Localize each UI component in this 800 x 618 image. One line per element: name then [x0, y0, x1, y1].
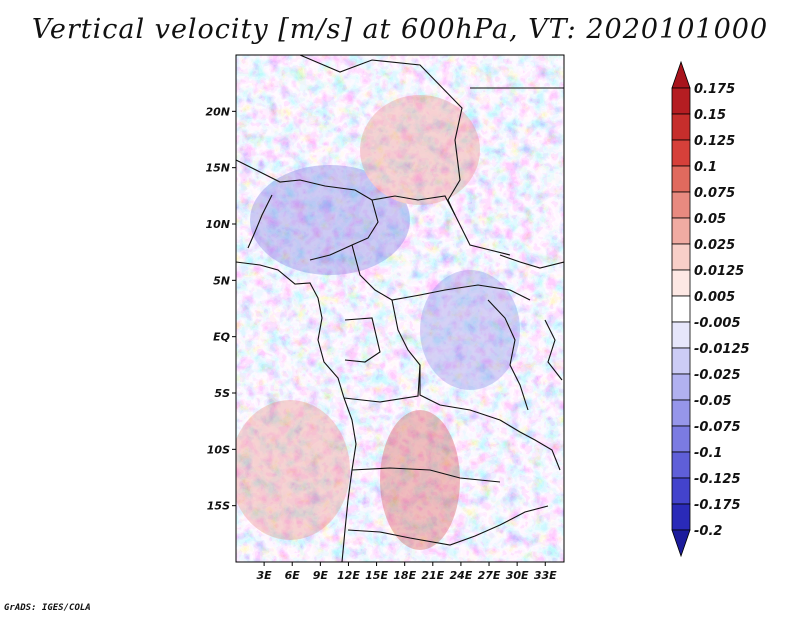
colorbar-box [671, 87, 691, 115]
colorbar-label: -0.05 [694, 394, 731, 409]
colorbar-label: 0.1 [694, 160, 717, 175]
lat-label: 15S [207, 500, 230, 513]
colorbar-top-arrow [671, 60, 691, 89]
colorbar-label: 0.125 [694, 134, 735, 149]
latitude-axis: 20N 15N 10N 5N EQ 5S 10S 15S [205, 105, 236, 513]
colorbar-label: 0.05 [694, 212, 726, 227]
colorbar-label: -0.125 [694, 472, 741, 487]
colorbar-box [671, 113, 691, 141]
lat-label: 10N [205, 218, 230, 231]
map-frame [235, 54, 565, 563]
lon-label: 15E [365, 569, 388, 582]
chart-title: Vertical velocity [m/s] at 600hPa, VT: 2… [31, 14, 769, 45]
lon-label: 6E [285, 569, 301, 582]
lon-label: 24E [450, 569, 473, 582]
colorbar-label: -0.0125 [694, 342, 750, 357]
colorbar-box [671, 451, 691, 479]
colorbar-box [671, 425, 691, 453]
lon-label: 30E [506, 569, 529, 582]
grads-credit: GrADS: IGES/COLA [4, 603, 91, 613]
lon-label: 18E [393, 569, 416, 582]
colorbar-label: -0.025 [694, 368, 741, 383]
colorbar-bottom-arrow [671, 529, 691, 558]
colorbar-label: -0.075 [694, 420, 741, 435]
coastlines-borders [236, 55, 564, 562]
colorbar-box [671, 399, 691, 427]
lat-label: 15N [205, 162, 230, 175]
colorbar-box [671, 191, 691, 219]
lon-label: 3E [257, 569, 273, 582]
colorbar-label: -0.1 [694, 446, 722, 461]
colorbar-box [671, 503, 691, 531]
lon-label: 21E [421, 569, 444, 582]
colorbar-label: 0.005 [694, 290, 735, 305]
colorbar-labels: 0.175 0.15 0.125 0.1 0.075 0.05 0.025 0.0125 0.0… [694, 82, 750, 539]
colorbar-boxes [671, 60, 691, 558]
lon-label: 9E [313, 569, 329, 582]
colorbar-label: 0.0125 [694, 264, 744, 279]
lat-label: 5S [214, 387, 230, 400]
colorbar-label: -0.175 [694, 498, 741, 513]
lat-label: 10S [207, 443, 230, 456]
colorbar-box [671, 243, 691, 271]
lat-label: 20N [205, 105, 230, 118]
colorbar-box [671, 295, 691, 323]
lat-label: EQ [213, 331, 230, 344]
colorbar-box [671, 321, 691, 349]
colorbar-label: 0.075 [694, 186, 735, 201]
colorbar-label: -0.005 [694, 316, 741, 331]
colorbar-box [671, 477, 691, 505]
lon-label: 33E [534, 569, 557, 582]
longitude-axis: 3E 6E 9E 12E 15E 18E 21E 24E 27E 30E 33E [257, 562, 557, 582]
colorbar-box [671, 373, 691, 401]
colorbar-box [671, 217, 691, 245]
colorbar-label: 0.15 [694, 108, 726, 123]
lon-label: 12E [337, 569, 360, 582]
colorbar-box [671, 139, 691, 167]
colorbar-label: -0.2 [694, 524, 722, 539]
lon-label: 27E [478, 569, 501, 582]
lat-label: 5N [213, 274, 230, 287]
colorbar-box [671, 165, 691, 193]
colorbar-box [671, 347, 691, 375]
vertical-velocity-field [236, 55, 564, 562]
colorbar-box [671, 269, 691, 297]
field-tint [236, 95, 520, 550]
colorbar-label: 0.025 [694, 238, 735, 253]
colorbar-label: 0.175 [694, 82, 735, 97]
